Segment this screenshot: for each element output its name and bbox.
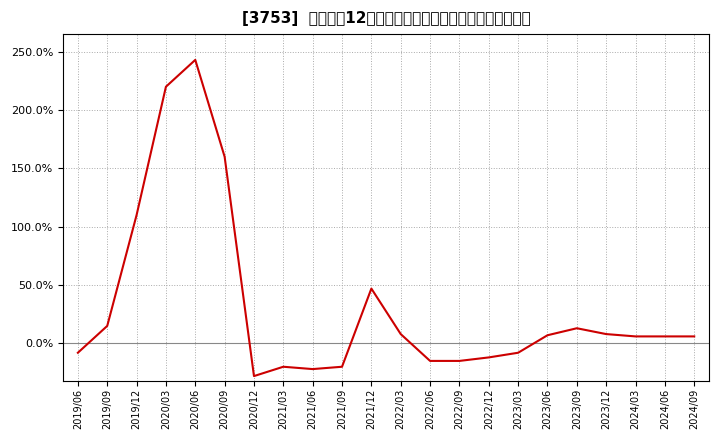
- Title: [3753]  売上高の12か月移動合計の対前年同期増減率の推移: [3753] 売上高の12か月移動合計の対前年同期増減率の推移: [242, 11, 531, 26]
